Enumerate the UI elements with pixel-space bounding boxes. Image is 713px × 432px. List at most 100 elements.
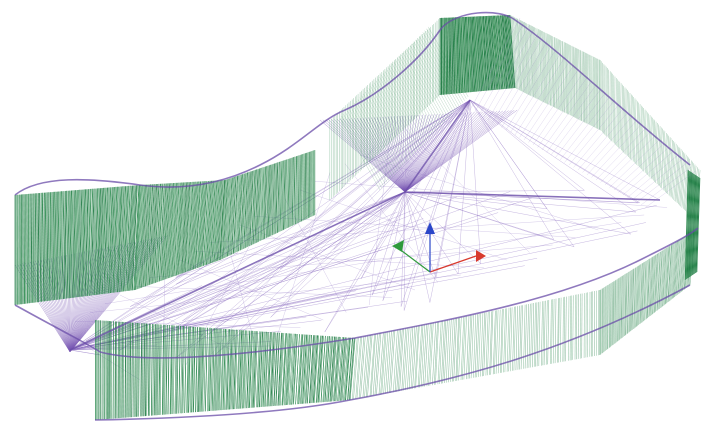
wall-mesh-line <box>352 337 358 400</box>
floor-mesh-line <box>403 99 471 311</box>
wall-mesh-line <box>312 335 318 403</box>
wall-mesh-line <box>396 328 401 392</box>
rim-mesh-line <box>469 17 521 111</box>
wall-mesh-line <box>259 331 264 408</box>
wall-mesh-line <box>256 168 261 243</box>
mesh-edge <box>404 99 471 193</box>
wall-mesh-line <box>679 152 685 206</box>
wall-mesh-line <box>267 332 272 407</box>
wall-mesh-line <box>177 182 183 276</box>
wall-mesh-line <box>171 182 178 277</box>
wall-mesh-line <box>95 188 100 295</box>
wall-mesh-line <box>263 166 267 240</box>
wall-mesh-line <box>160 183 166 282</box>
wall-mesh-line <box>82 189 87 297</box>
rim-mesh-line <box>631 159 683 201</box>
wall-mesh-line <box>335 336 341 402</box>
wall-mesh-line <box>135 322 137 417</box>
wall-mesh-line <box>151 183 157 285</box>
wall-mesh-line <box>254 169 259 244</box>
wall-mesh-line <box>618 277 621 341</box>
wall-mesh-line <box>244 330 249 409</box>
wall-mesh-line <box>240 330 245 409</box>
wall-mesh-line <box>102 187 107 295</box>
wall-mesh-line <box>175 325 178 414</box>
wall-mesh-line <box>191 181 197 271</box>
wall-mesh-line <box>241 330 246 409</box>
wall-mesh-line <box>344 337 351 401</box>
wall-mesh-line <box>449 17 451 95</box>
floor-mesh-line <box>69 261 205 351</box>
wall-mesh-line <box>407 326 412 390</box>
wall-mesh-line <box>234 329 238 410</box>
wall-mesh-line <box>171 325 174 415</box>
rim-mesh-line <box>383 73 424 145</box>
wall-mesh-line <box>326 336 332 402</box>
floor-mesh-line <box>382 116 406 193</box>
wall-mesh-line <box>120 321 122 419</box>
wall-mesh-line <box>258 331 263 408</box>
wall-mesh-line <box>194 181 200 270</box>
rim-mesh-line <box>363 93 404 166</box>
wall-mesh-line <box>663 247 668 306</box>
rim-mesh-line <box>478 25 530 116</box>
wall-mesh-line <box>38 192 41 303</box>
wall-mesh-line <box>467 16 471 93</box>
wall-mesh-line <box>486 15 491 91</box>
wall-mesh-line <box>175 182 182 276</box>
wall-mesh-line <box>651 120 656 180</box>
wall-mesh-line <box>260 167 264 241</box>
wall-mesh-line <box>180 325 183 414</box>
wall-mesh-line <box>524 304 527 369</box>
wall-mesh-line <box>220 328 224 411</box>
floor-mesh-line <box>328 119 406 193</box>
wall-mesh-line <box>559 39 563 112</box>
wall-mesh-line <box>72 190 76 298</box>
floor-mesh-line <box>182 191 406 322</box>
wall-mesh-line <box>524 22 529 95</box>
wall-mesh-line <box>305 152 307 220</box>
wall-mesh-line <box>186 326 189 413</box>
wall-mesh-line <box>307 334 312 404</box>
wall-mesh-line <box>195 327 199 413</box>
wall-mesh-line <box>308 335 314 404</box>
wall-mesh-line <box>324 336 330 403</box>
wall-mesh-line <box>245 171 250 248</box>
wall-mesh-line <box>220 179 227 260</box>
wall-mesh-line <box>158 324 161 416</box>
wall-mesh-line <box>41 192 43 302</box>
floor-mesh-line <box>69 241 137 353</box>
wall-mesh-line <box>520 20 526 94</box>
floor-mesh-line <box>104 222 622 304</box>
floor-mesh-line <box>175 191 406 278</box>
wall-mesh-line <box>46 192 49 302</box>
wall-mesh-line <box>47 192 50 301</box>
wall-mesh-line <box>226 329 230 410</box>
wall-mesh-line <box>508 15 514 89</box>
wall-mesh-line <box>119 186 124 293</box>
wall-mesh-line <box>91 188 95 296</box>
wall-mesh-line <box>314 335 319 403</box>
wall-mesh-line <box>365 334 372 398</box>
wall-mesh-line <box>246 330 251 409</box>
wall-mesh-line <box>284 333 289 406</box>
wall-mesh-line <box>543 300 546 366</box>
wall-mesh-line <box>182 182 189 274</box>
wall-mesh-line <box>669 140 674 197</box>
wall-mesh-line <box>553 36 557 109</box>
wall-mesh-line <box>495 15 500 90</box>
rim-mesh-line <box>348 108 390 181</box>
wall-mesh-line <box>184 326 187 414</box>
wall-mesh-line <box>661 131 666 189</box>
rim-mesh-line <box>645 170 696 208</box>
wall-mesh-line <box>690 173 695 277</box>
wall-mesh-line <box>242 172 247 250</box>
wall-mesh-line <box>37 193 39 303</box>
wall-mesh-line <box>451 318 456 382</box>
floor-mesh-line <box>69 239 145 353</box>
wall-mesh-line <box>667 244 673 302</box>
wall-mesh-line <box>208 180 215 264</box>
wall-mesh-line <box>121 186 127 292</box>
rim-mesh-line <box>537 76 588 148</box>
